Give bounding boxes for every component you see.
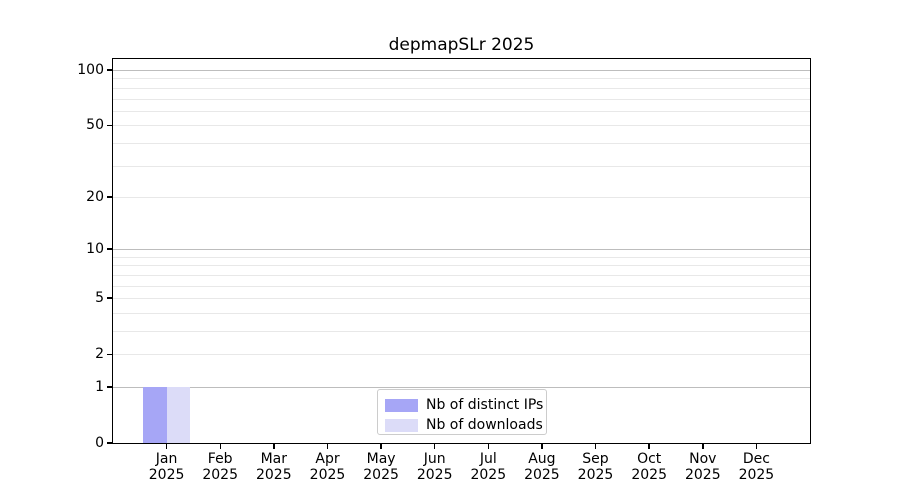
legend-label: Nb of distinct IPs	[426, 397, 544, 413]
y-tick-mark	[107, 442, 112, 444]
bar-nb-of-downloads	[166, 387, 190, 443]
x-tick-mark	[702, 444, 704, 449]
x-tick-label: Dec 2025	[738, 451, 775, 483]
x-tick-label: Sep 2025	[577, 451, 614, 483]
minor-gridline	[113, 331, 810, 332]
x-tick-label: Jun 2025	[416, 451, 453, 483]
legend: Nb of distinct IPs Nb of downloads	[377, 389, 547, 435]
x-tick-label: Apr 2025	[309, 451, 346, 483]
minor-gridline	[113, 312, 810, 314]
minor-gridline	[113, 165, 810, 167]
major-gridline	[113, 249, 810, 251]
minor-gridline	[113, 196, 810, 198]
y-tick-mark	[107, 297, 112, 299]
y-tick-label: 1	[95, 379, 104, 395]
x-tick-mark	[273, 444, 275, 449]
x-tick-mark	[326, 444, 329, 449]
x-tick-label: Oct 2025	[631, 451, 667, 483]
minor-gridline	[113, 285, 810, 287]
legend-item: Nb of downloads	[385, 415, 546, 435]
x-tick-mark	[541, 444, 543, 449]
chart-title: depmapSLr 2025	[388, 35, 535, 55]
minor-gridline	[113, 78, 810, 80]
legend-item: Nb of distinct IPs	[385, 395, 546, 415]
y-tick-label: 2	[95, 346, 104, 363]
x-tick-label: Aug 2025	[524, 451, 560, 483]
x-tick-mark	[165, 444, 168, 449]
minor-gridline	[113, 110, 810, 112]
y-tick-label: 20	[86, 188, 104, 205]
x-tick-mark	[433, 444, 436, 449]
minor-gridline	[113, 98, 810, 100]
x-tick-label: May 2025	[363, 451, 399, 483]
bar-nb-of-distinct-ips	[143, 387, 167, 443]
major-gridline	[113, 387, 810, 388]
y-tick-mark	[107, 386, 112, 388]
y-tick-mark	[107, 353, 112, 355]
minor-gridline	[113, 125, 810, 127]
x-tick-mark	[487, 444, 490, 449]
x-tick-label: Jul 2025	[470, 451, 507, 483]
x-tick-label: Nov 2025	[684, 451, 721, 483]
y-tick-label: 5	[95, 290, 104, 307]
x-tick-mark	[648, 444, 650, 449]
y-tick-mark	[107, 248, 112, 250]
x-tick-label: Mar 2025	[255, 451, 292, 483]
minor-gridline	[113, 274, 810, 276]
x-tick-mark	[594, 444, 597, 449]
minor-gridline	[113, 256, 810, 258]
minor-gridline	[113, 298, 810, 300]
x-tick-label: Feb 2025	[202, 451, 238, 483]
major-gridline	[113, 70, 810, 71]
y-tick-label: 50	[86, 117, 104, 134]
x-tick-label: Jan 2025	[148, 451, 185, 483]
minor-gridline	[113, 354, 810, 356]
y-tick-mark	[107, 124, 112, 126]
y-tick-mark	[107, 196, 112, 198]
plot-area	[112, 58, 811, 444]
legend-swatch-nb-of-distinct-ips	[385, 398, 418, 412]
legend-swatch-nb-of-downloads	[385, 418, 418, 432]
minor-gridline	[113, 87, 810, 89]
x-tick-mark	[219, 444, 221, 449]
x-tick-mark	[380, 444, 382, 449]
y-tick-mark	[107, 69, 112, 71]
y-tick-label: 10	[86, 241, 104, 258]
minor-gridline	[113, 265, 810, 267]
y-tick-label: 100	[77, 62, 104, 78]
minor-gridline	[113, 142, 810, 144]
y-tick-label: 0	[95, 435, 104, 451]
x-tick-mark	[755, 444, 758, 449]
legend-label: Nb of downloads	[426, 417, 543, 433]
